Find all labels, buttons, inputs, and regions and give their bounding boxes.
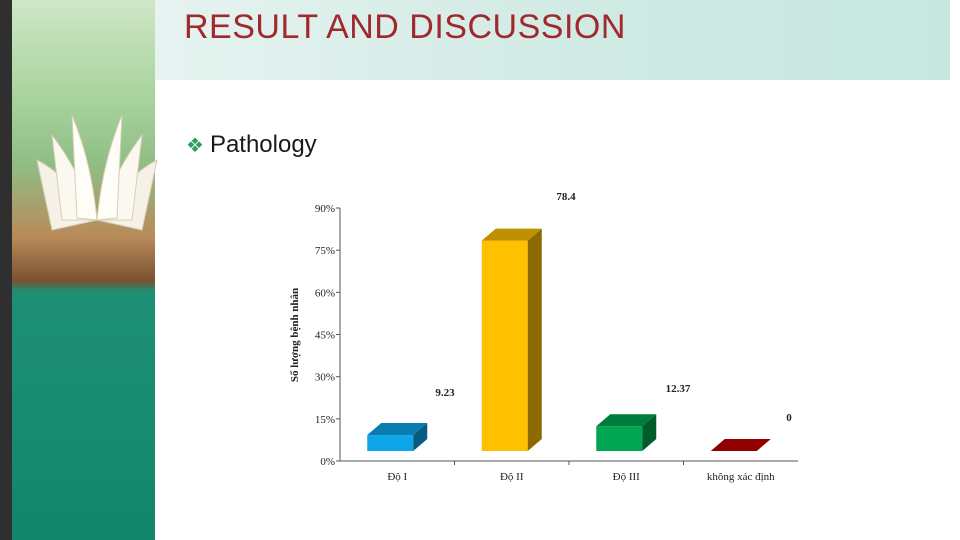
- chart-bars: [367, 228, 771, 451]
- y-tick-label: 30%: [315, 372, 335, 384]
- bar-top: [596, 414, 657, 427]
- bar-top: [481, 228, 542, 241]
- x-tick-label: Độ I: [387, 471, 407, 483]
- bar-side: [642, 414, 657, 451]
- bar-front: [367, 435, 414, 451]
- bar-chart: 0% 15% 30% 45% 60% 75% 90% Độ I Độ II Độ III khôn…: [289, 191, 798, 483]
- left-dark-strip: [0, 0, 12, 540]
- y-tick-label: 60%: [315, 287, 335, 299]
- y-tick-label: 45%: [315, 330, 335, 342]
- x-tick-label: không xác định: [707, 471, 775, 483]
- chart-axes: 0% 15% 30% 45% 60% 75% 90%: [315, 203, 798, 468]
- title-band: [155, 0, 950, 80]
- y-axis-label: Số lượng bệnh nhân: [289, 288, 301, 382]
- data-label: 78.4: [556, 191, 576, 203]
- slide-title: RESULT AND DISCUSSION: [184, 8, 626, 46]
- open-book-icon: [36, 114, 158, 231]
- bar-top: [367, 423, 428, 436]
- y-tick-label: 75%: [315, 245, 335, 257]
- data-label: 12.37: [666, 383, 691, 395]
- data-label: 0: [786, 412, 792, 424]
- bar-side: [413, 423, 428, 451]
- bar-front: [481, 240, 528, 451]
- y-tick-label: 15%: [315, 414, 335, 426]
- bar-side: [527, 228, 542, 451]
- chart-labels: Độ I Độ II Độ III không xác định 9.23 78.4 12.…: [387, 191, 792, 483]
- y-tick-label: 90%: [315, 203, 335, 215]
- bullet-item: ❖ Pathology: [186, 131, 317, 159]
- diamond-bullet-icon: ❖: [186, 135, 204, 157]
- x-tick-label: Độ II: [500, 471, 524, 483]
- bullet-text: Pathology: [209, 131, 317, 158]
- x-tick-label: Độ III: [613, 471, 641, 483]
- y-tick-label: 0%: [320, 456, 335, 468]
- bar-front: [596, 426, 643, 451]
- bar-top: [710, 439, 771, 451]
- decorative-book-image: [12, 0, 158, 540]
- data-label: 9.23: [435, 387, 455, 399]
